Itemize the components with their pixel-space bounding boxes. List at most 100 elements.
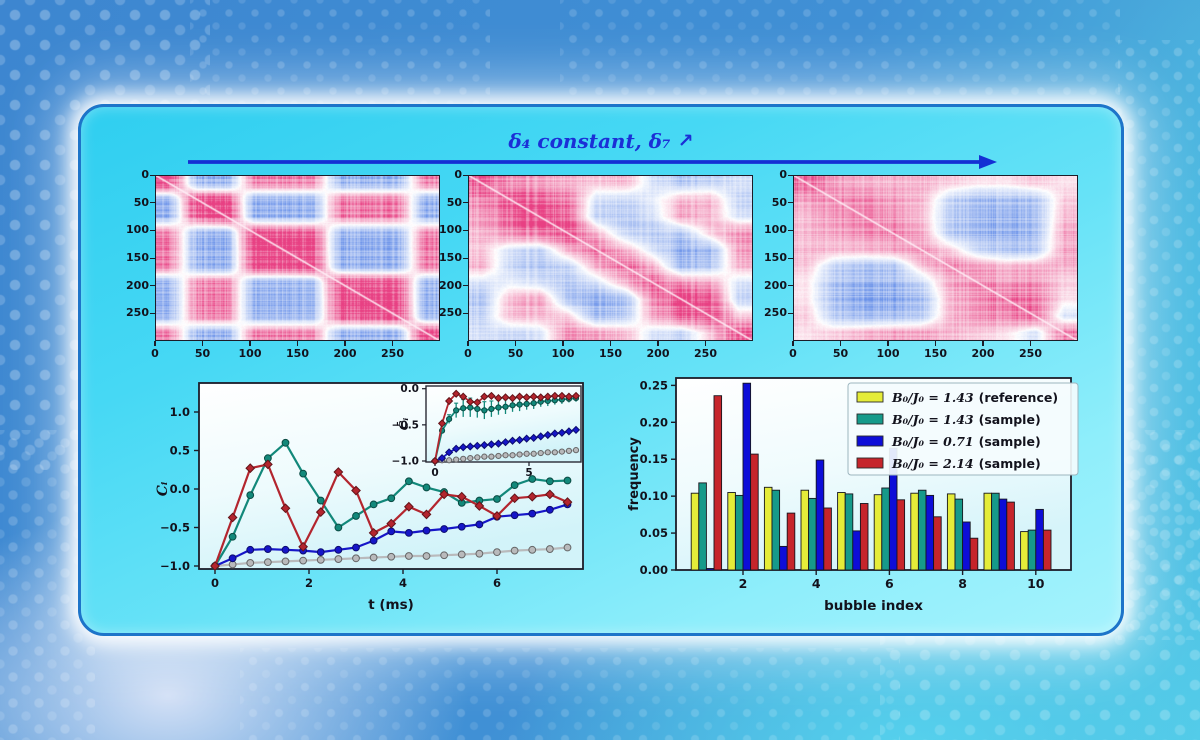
x-axis-label: bubble index bbox=[824, 598, 923, 614]
heatmap-ytick-label: 0 bbox=[779, 168, 787, 181]
heatmap-ytick-label: 150 bbox=[764, 251, 787, 264]
line-chart: 1.00.50.0−0.5−1.00 2 4 6t (ms)Cᵢ0.0−0.5−1.0… bbox=[155, 382, 584, 613]
heatmap-xtick-label: 100 bbox=[876, 347, 900, 360]
bar-series1-idx10 bbox=[1027, 529, 1037, 571]
bar-series1-idx3 bbox=[771, 489, 781, 571]
tick-mark bbox=[463, 257, 468, 259]
heatmap-xtick-label: 150 bbox=[599, 347, 622, 360]
heatmap-xtick-label: 200 bbox=[971, 347, 995, 360]
tick-label: 10 bbox=[1027, 576, 1045, 591]
tick-mark bbox=[150, 174, 155, 176]
legend-swatch-3 bbox=[856, 457, 884, 469]
figure-title-text: δ₄ constant, δ₇ bbox=[508, 129, 671, 153]
heatmap-ytick-label: 0 bbox=[141, 168, 149, 181]
heatmap-ytick-label: 0 bbox=[454, 168, 462, 181]
bar-series2-idx7 bbox=[925, 494, 935, 571]
tick-label: 0.05 bbox=[640, 526, 668, 540]
heatmap-ytick-label: 250 bbox=[764, 306, 787, 320]
tick-label: 0.15 bbox=[640, 452, 668, 466]
bar-series2-idx9 bbox=[998, 498, 1008, 571]
x-axis-label: t (ms) bbox=[368, 597, 414, 613]
bar-series3-idx1 bbox=[713, 395, 723, 571]
heatmap-xtick-label: 50 bbox=[832, 347, 849, 360]
heatmap-xtick-label: 0 bbox=[789, 347, 797, 360]
bar-series1-idx2 bbox=[734, 494, 744, 571]
bar-series1-idx4 bbox=[808, 497, 817, 571]
inset-series-red bbox=[430, 389, 581, 466]
bar-series3-idx9 bbox=[1006, 501, 1015, 571]
halftone-dots-bottom-center bbox=[240, 648, 900, 740]
bar-series0-idx2 bbox=[727, 492, 736, 571]
legend-swatch-0 bbox=[856, 391, 884, 403]
halftone-dots-top-right bbox=[560, 0, 1120, 100]
heatmap-middle-canvas bbox=[468, 175, 753, 341]
bar-series3-idx2 bbox=[750, 453, 759, 571]
bar-series0-idx6 bbox=[873, 494, 883, 571]
tick-mark bbox=[1029, 341, 1032, 346]
heatmap-ytick-label: 250 bbox=[439, 306, 462, 320]
tick-mark bbox=[463, 174, 468, 176]
tick-label: −0.5 bbox=[392, 419, 419, 431]
tick-label: 4 bbox=[399, 576, 407, 590]
tick-label: −1.0 bbox=[392, 456, 419, 468]
tick-mark bbox=[788, 312, 793, 315]
heatmap-ytick-label: 100 bbox=[126, 223, 149, 237]
tick-label: 0 bbox=[211, 576, 219, 590]
figure-title: δ₄ constant, δ₇ ↗ bbox=[81, 129, 1121, 153]
tick-label: 0.20 bbox=[640, 415, 668, 429]
up-right-arrow-icon: ↗ bbox=[677, 130, 694, 152]
bar-series3-idx8 bbox=[969, 537, 979, 571]
tick-mark bbox=[609, 341, 612, 346]
tick-label: 2 bbox=[305, 576, 313, 590]
heatmap-ytick-label: 50 bbox=[133, 195, 149, 209]
heatmap-ytick-label: 200 bbox=[439, 278, 462, 292]
bar-series0-idx4 bbox=[800, 489, 810, 571]
tick-mark bbox=[463, 285, 468, 287]
tick-mark bbox=[344, 341, 346, 346]
tick-mark bbox=[150, 312, 155, 315]
tick-label: −1.0 bbox=[160, 559, 190, 573]
heatmap-ytick-label: 150 bbox=[439, 251, 462, 264]
line-series-red bbox=[210, 459, 573, 571]
figure-panel: δ₄ constant, δ₇ ↗ 0 50 100 150 200 250 0 50 100 15… bbox=[78, 104, 1124, 636]
tick-label: −0.5 bbox=[160, 521, 190, 535]
legend-swatch-2 bbox=[856, 435, 884, 447]
tick-mark bbox=[788, 257, 793, 259]
heatmap-ytick-label: 150 bbox=[126, 251, 149, 264]
bar-series2-idx4 bbox=[815, 459, 825, 571]
tick-label: 0 bbox=[431, 467, 438, 479]
bar-series1-idx6 bbox=[881, 487, 890, 571]
tick-mark bbox=[839, 341, 842, 346]
tick-label: 6 bbox=[493, 576, 501, 590]
tick-mark bbox=[391, 341, 394, 346]
legend-label-1: B₀/J₀ = 1.43 (sample) bbox=[891, 412, 1041, 427]
tick-label: 2 bbox=[739, 576, 748, 591]
tick-mark bbox=[296, 341, 299, 346]
heatmap-right-canvas bbox=[793, 175, 1078, 341]
bar-series2-idx8 bbox=[962, 521, 971, 571]
bar-series3-idx7 bbox=[933, 516, 942, 571]
tick-mark bbox=[201, 341, 204, 346]
heatmap-xtick-label: 0 bbox=[464, 347, 472, 360]
legend-label-2: B₀/J₀ = 0.71 (sample) bbox=[891, 434, 1041, 449]
heatmap-xtick-label: 200 bbox=[333, 347, 357, 360]
heatmap-xtick-label: 150 bbox=[286, 347, 309, 360]
tick-mark bbox=[788, 174, 793, 176]
heatmap-xtick-label: 250 bbox=[381, 347, 404, 360]
tick-mark bbox=[463, 202, 468, 204]
tick-mark bbox=[150, 257, 155, 259]
bar-series1-idx7 bbox=[917, 489, 927, 571]
tick-mark bbox=[934, 341, 937, 346]
flow-arrow-icon bbox=[188, 155, 997, 169]
tick-mark bbox=[150, 285, 155, 287]
heatmap-ytick-label: 100 bbox=[764, 223, 787, 237]
legend-label-3: B₀/J₀ = 2.14 (sample) bbox=[891, 456, 1041, 471]
bar-series0-idx7 bbox=[910, 492, 919, 571]
bar-series1-idx8 bbox=[954, 498, 964, 571]
heatmap-xtick-label: 100 bbox=[238, 347, 262, 360]
inset-series-gray bbox=[431, 447, 580, 465]
bar-series3-idx6 bbox=[896, 499, 906, 571]
bar-series3-idx3 bbox=[786, 512, 796, 571]
bar-series1-idx1 bbox=[698, 482, 707, 571]
tick-label: 0.5 bbox=[170, 444, 190, 458]
